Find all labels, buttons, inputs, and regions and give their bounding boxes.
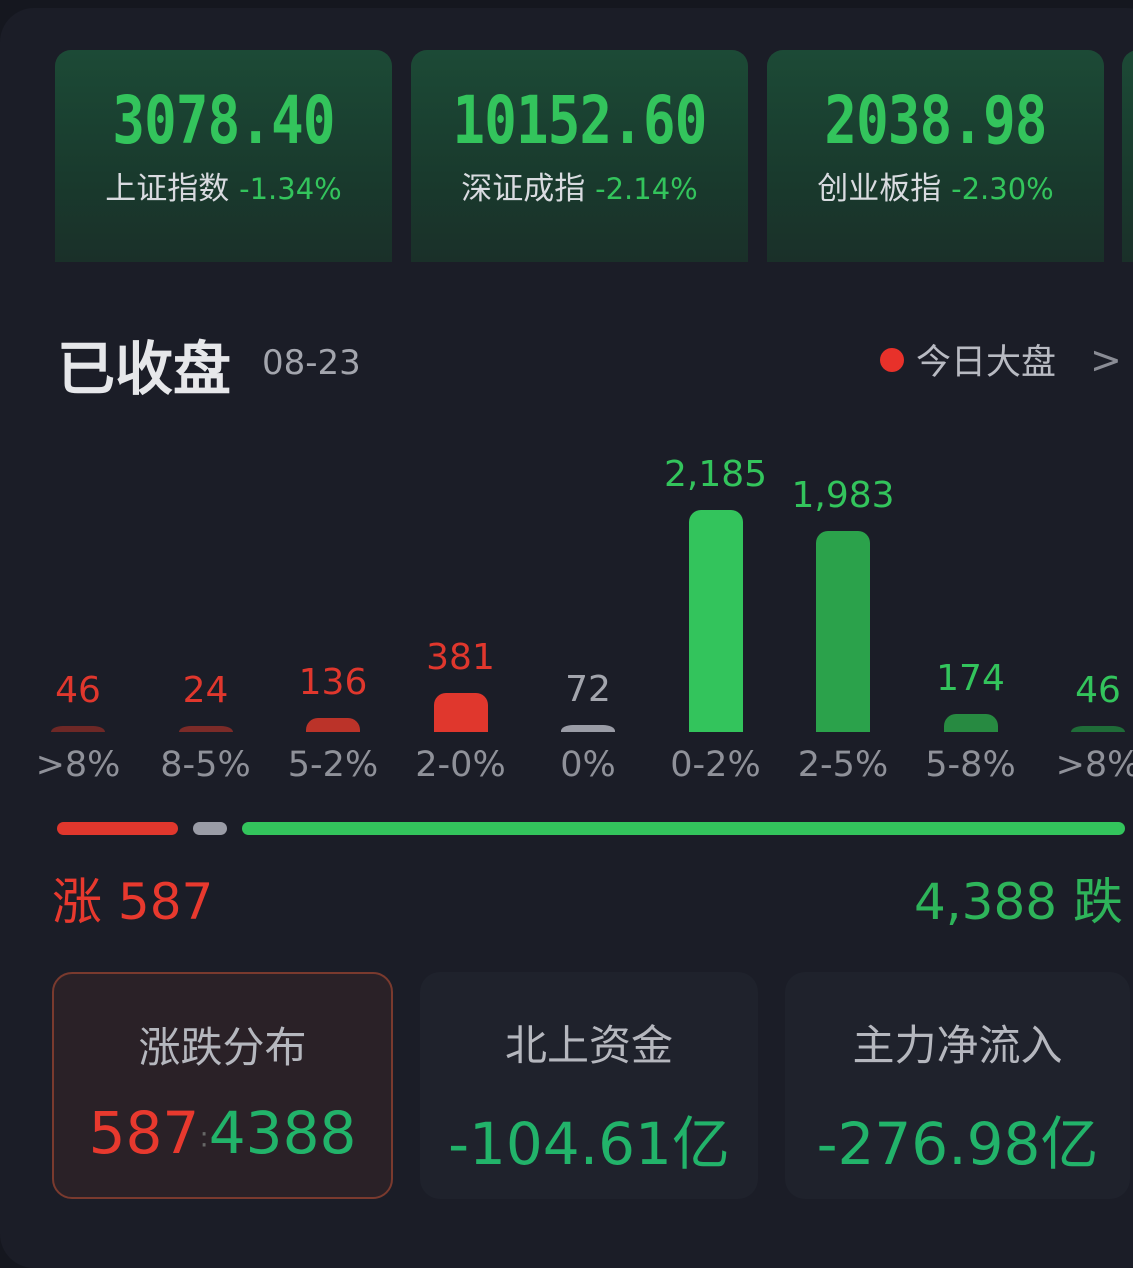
- card-northbound-funds[interactable]: 北上资金 -104.61亿: [420, 972, 758, 1199]
- down-count: 4,388 跌: [913, 873, 1123, 931]
- bar-7: [943, 714, 998, 732]
- today-market-label: 今日大盘: [916, 343, 1057, 383]
- category-label: 8-5%: [160, 745, 251, 785]
- category-label: 0-2%: [670, 745, 761, 785]
- bar-8: [1071, 726, 1125, 732]
- ratio-bar-flat: [192, 822, 227, 835]
- separator: :: [199, 1120, 209, 1154]
- index-value: 3078.40: [112, 82, 335, 159]
- index-value: 2038.98: [824, 82, 1047, 159]
- category-label: >8%: [35, 745, 121, 785]
- up-value: 587: [88, 1099, 200, 1167]
- card-title: 北上资金: [504, 1021, 673, 1070]
- index-name: 深证成指: [461, 171, 586, 207]
- bar-1: [178, 726, 233, 732]
- chevron-right-icon: >: [1090, 337, 1122, 382]
- category-label: 0%: [560, 745, 616, 785]
- down-value: 4388: [208, 1099, 357, 1167]
- bar-value-label: 46: [55, 670, 101, 711]
- index-card-chinext[interactable]: 2038.98 创业板指 -2.30%: [767, 50, 1104, 262]
- live-dot-icon: [880, 347, 904, 372]
- index-card-partial[interactable]: [1122, 50, 1133, 262]
- card-title: 主力净流入: [852, 1021, 1063, 1070]
- index-change: -2.30%: [951, 172, 1054, 206]
- index-name: 创业板指: [817, 171, 942, 207]
- card-value: -104.61亿: [448, 1110, 730, 1178]
- index-card-shenzhen[interactable]: 10152.60 深证成指 -2.14%: [411, 50, 748, 262]
- category-label: 5-8%: [925, 745, 1016, 785]
- bar-3: [433, 693, 488, 732]
- index-name: 上证指数: [105, 171, 230, 207]
- index-change: -1.34%: [239, 172, 342, 206]
- bar-6: [816, 530, 870, 732]
- market-date: 08-23: [262, 343, 361, 383]
- index-card-shanghai[interactable]: 3078.40 上证指数 -1.34%: [55, 50, 392, 262]
- bar-value-label: 72: [565, 668, 611, 710]
- bar-value-label: 24: [182, 670, 229, 711]
- bar-value-label: 136: [298, 662, 368, 704]
- category-label: 2-0%: [415, 745, 506, 785]
- bar-value-label: 2,185: [663, 454, 768, 495]
- ratio-bar-down: [241, 822, 1125, 835]
- card-title: 涨跌分布: [138, 1023, 307, 1072]
- bar-value-label: 1,983: [791, 474, 895, 516]
- bar-value-label: 46: [1075, 670, 1121, 711]
- index-change: -2.14%: [595, 172, 698, 206]
- ratio-bar-up: [57, 822, 178, 835]
- category-label: 5-2%: [287, 745, 379, 785]
- bar-value-label: 174: [936, 658, 1005, 700]
- card-up-down-distribution[interactable]: 涨跌分布 587:4388: [52, 972, 393, 1199]
- card-main-net-inflow[interactable]: 主力净流入 -276.98亿: [785, 972, 1130, 1199]
- bar-4: [561, 724, 615, 732]
- up-count: 涨 587: [52, 873, 214, 931]
- market-status-title: 已收盘: [57, 335, 232, 403]
- category-label: 2-5%: [797, 745, 889, 785]
- index-value: 10152.60: [452, 82, 707, 159]
- category-label: >8%: [1055, 745, 1133, 785]
- bar-5: [688, 510, 743, 732]
- today-market-link[interactable]: 今日大盘 >: [880, 334, 1122, 385]
- bar-0: [51, 726, 105, 732]
- bar-2: [306, 718, 360, 732]
- card-value: -276.98亿: [816, 1110, 1099, 1178]
- bar-value-label: 381: [426, 637, 495, 679]
